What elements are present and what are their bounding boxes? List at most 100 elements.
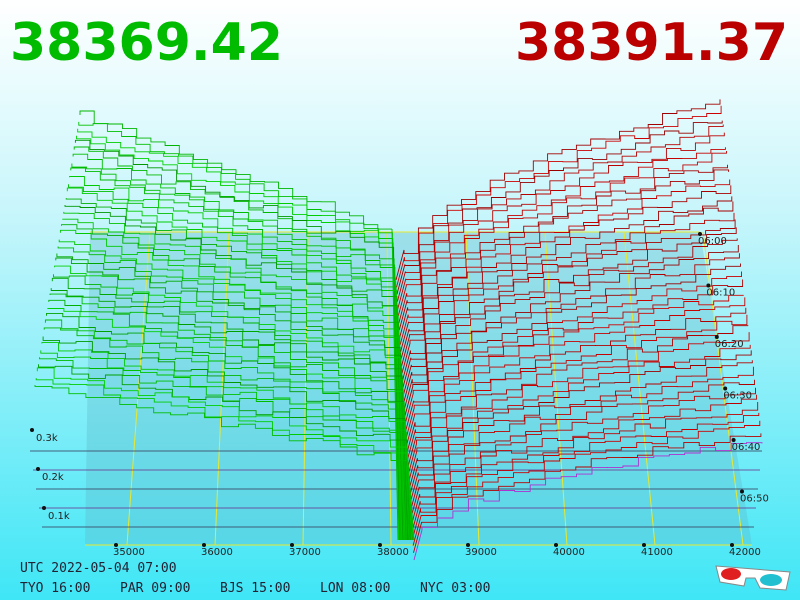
ask-depth-line [397, 132, 725, 309]
volume-tick-label: 0.2k [42, 472, 64, 483]
bid-depth-line [36, 367, 414, 541]
ask-depth-line [403, 253, 740, 410]
time-tick [723, 386, 728, 391]
ask-depth-line [409, 366, 754, 503]
bid-depth-line [70, 167, 402, 541]
time-tick-label: 06:30 [723, 391, 752, 402]
ask-depth-line [407, 314, 748, 460]
ask-depth-line [398, 164, 728, 331]
volume-tick [36, 467, 40, 471]
ask-depth-line [410, 387, 756, 518]
ask-depth-line [396, 120, 723, 295]
bid-depth-line [66, 187, 403, 541]
bid-depth-line [38, 364, 414, 541]
price-tick [290, 543, 294, 547]
ask-depth-line [400, 196, 733, 360]
ask-depth-line [397, 147, 726, 317]
ask-depth-line [404, 263, 741, 417]
ask-depth-line [406, 307, 747, 453]
bid-price: 38369.42 [10, 13, 283, 73]
ask-depth-line [412, 412, 760, 539]
ask-depth-line [413, 442, 763, 561]
volume-tick [30, 428, 34, 432]
volume-tick [42, 506, 46, 510]
volume-tick-label: 0.3k [36, 433, 58, 444]
ask-depth-line [396, 105, 722, 288]
price-tick-label: 35000 [113, 547, 145, 558]
ask-depth-line [413, 433, 762, 553]
zone-time: NYC 03:00 [420, 581, 490, 596]
price-tick-label: 36000 [201, 547, 233, 558]
price-grid-line [623, 231, 656, 546]
ask-depth-line [402, 227, 737, 388]
ask-price: 38391.37 [515, 13, 788, 73]
price-tick [202, 543, 206, 547]
bid-depth-line [35, 378, 415, 541]
ask-depth-line [408, 344, 751, 482]
time-tick [731, 438, 736, 442]
ask-depth-line [411, 394, 758, 525]
price-tick-label: 41000 [641, 547, 673, 558]
ask-depth-line [395, 99, 721, 281]
bid-depth-line [61, 224, 406, 541]
bid-depth-line [77, 128, 400, 541]
price-tick [730, 543, 734, 547]
bid-depth-line [68, 184, 403, 541]
bid-depth-line [44, 319, 411, 541]
price-grid-line [214, 231, 230, 546]
ask-depth-line [411, 402, 759, 532]
zone-time: LON 08:00 [320, 581, 390, 596]
price-tick [378, 543, 382, 547]
time-tick [740, 489, 744, 494]
price-grid-line [544, 231, 568, 546]
ask-depth-line [405, 279, 744, 431]
time-tick-label: 06:40 [732, 442, 761, 453]
glasses-icon [715, 565, 791, 591]
ask-depth-line [402, 219, 736, 381]
ask-depth-line [410, 379, 755, 510]
bid-depth-line [78, 121, 399, 541]
time-tick-label: 06:10 [706, 288, 735, 299]
bid-depth-line [48, 299, 410, 541]
bid-depth-line [63, 211, 405, 541]
ask-depth-line [408, 332, 750, 474]
time-tick-label: 06:00 [698, 236, 727, 247]
bid-depth-line [50, 288, 409, 541]
axis-labels: 35000 36000 37000 38000 39000 40000 41000 42000… [30, 232, 769, 558]
price-tick-label: 37000 [289, 547, 321, 558]
utc-time: UTC 2022-05-04 07:00 [20, 561, 177, 576]
ask-depth-line [401, 201, 734, 367]
price-grid-line [386, 231, 392, 546]
depth-lines [34, 99, 763, 561]
price-tick [642, 543, 646, 547]
bid-depth-line [58, 239, 406, 541]
price-tick [114, 543, 118, 547]
price-tick [466, 543, 470, 547]
bid-depth-line [55, 257, 408, 541]
time-tick [698, 232, 702, 236]
volume-tick-label: 0.1k [48, 511, 70, 522]
ask-depth-line [399, 169, 730, 338]
bid-depth-line [51, 277, 409, 541]
ask-depth-line [405, 294, 744, 439]
ask-depth-line [402, 238, 738, 396]
price-tick-label: 38000 [377, 547, 409, 558]
ask-depth-line [407, 325, 749, 467]
ask-depth-line [400, 185, 732, 352]
ask-depth-line [404, 271, 742, 424]
ask-depth-line [396, 124, 724, 302]
bid-depth-line [47, 308, 410, 541]
zone-time: BJS 15:00 [220, 581, 290, 596]
ask-depth-line [412, 420, 761, 546]
ask-depth-line [398, 151, 727, 324]
price-tick-label: 39000 [465, 547, 497, 558]
time-tick [714, 335, 719, 339]
time-tick [706, 283, 711, 288]
zone-time: TYO 16:00 [20, 581, 90, 596]
zone-time: PAR 09:00 [120, 581, 190, 596]
ask-depth-line [408, 350, 752, 489]
time-tick-label: 06:20 [715, 339, 744, 350]
bid-depth-line [53, 274, 408, 541]
